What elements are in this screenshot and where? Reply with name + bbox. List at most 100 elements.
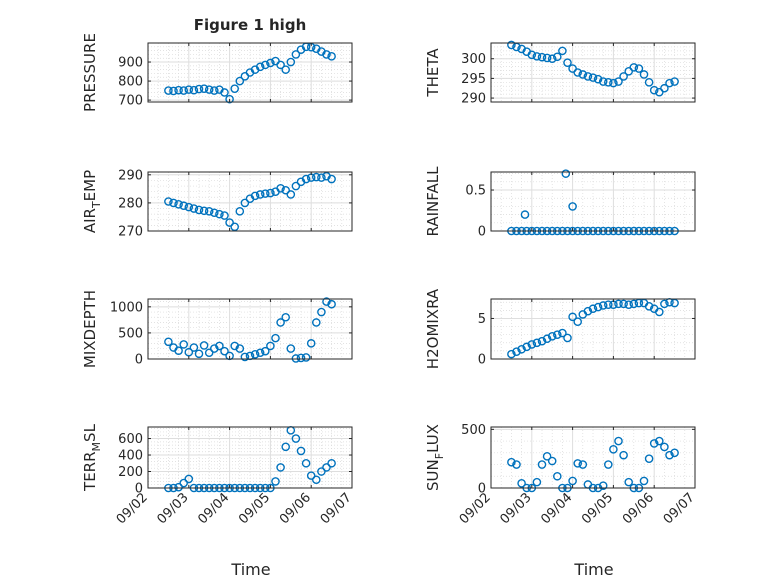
data-point bbox=[184, 347, 194, 357]
y-tick-label: 200 bbox=[118, 465, 143, 480]
data-point bbox=[327, 299, 336, 309]
y-tick-label: 270 bbox=[118, 225, 143, 240]
y-axis-label: THETA bbox=[424, 48, 442, 98]
data-point bbox=[322, 50, 331, 59]
data-point bbox=[568, 312, 577, 322]
data-point bbox=[164, 197, 173, 206]
data-point bbox=[593, 302, 603, 312]
data-point bbox=[311, 318, 321, 327]
data-point bbox=[209, 86, 219, 95]
subplot-3: 270 280 290 AIRTEMP bbox=[81, 168, 353, 240]
data-point bbox=[255, 190, 265, 199]
y-tick-label: 0 bbox=[135, 482, 143, 497]
data-point bbox=[609, 444, 618, 454]
data-point bbox=[665, 78, 674, 88]
data-point bbox=[306, 471, 316, 480]
y-tick-label: 0 bbox=[478, 225, 486, 240]
data-point bbox=[301, 353, 311, 362]
y-axis-label: TERRMSL bbox=[81, 423, 103, 492]
y-tick-label: 700 bbox=[118, 94, 143, 109]
data-point bbox=[260, 60, 270, 70]
data-point bbox=[220, 211, 229, 220]
y-tick-label: 0.5 bbox=[465, 184, 486, 199]
x-tick-label: 09/05 bbox=[579, 490, 616, 527]
data-point bbox=[291, 181, 301, 191]
data-point bbox=[250, 350, 260, 359]
data-point bbox=[286, 190, 296, 199]
data-point bbox=[235, 344, 245, 353]
data-point bbox=[306, 339, 316, 348]
data-point bbox=[604, 460, 613, 469]
data-point bbox=[327, 52, 336, 61]
data-point bbox=[588, 73, 598, 82]
data-point bbox=[266, 58, 275, 68]
data-point bbox=[583, 306, 593, 316]
data-point bbox=[230, 84, 239, 93]
data-point bbox=[281, 312, 291, 322]
data-point bbox=[271, 333, 280, 343]
data-point bbox=[184, 474, 194, 484]
data-point bbox=[296, 446, 306, 456]
data-point bbox=[179, 340, 188, 349]
data-point bbox=[558, 46, 567, 56]
data-point bbox=[281, 442, 291, 452]
data-point bbox=[644, 301, 654, 311]
data-point bbox=[311, 475, 321, 485]
axes-background bbox=[491, 172, 695, 231]
data-point bbox=[291, 434, 301, 443]
data-point bbox=[220, 346, 229, 356]
data-point bbox=[189, 343, 199, 352]
y-tick-label: 1000 bbox=[110, 300, 143, 315]
data-point bbox=[537, 336, 547, 346]
data-point bbox=[604, 300, 613, 309]
data-point bbox=[512, 347, 521, 357]
data-point bbox=[327, 458, 336, 468]
data-point bbox=[169, 198, 178, 208]
data-point bbox=[563, 333, 572, 343]
x-tick-label: 09/03 bbox=[155, 490, 192, 527]
data-point bbox=[507, 349, 516, 359]
data-point bbox=[527, 340, 537, 349]
subplot-1: 700 800 900 PRESSURE bbox=[81, 33, 353, 112]
data-point bbox=[276, 463, 285, 472]
data-point bbox=[553, 330, 562, 339]
data-point bbox=[291, 50, 301, 59]
data-point bbox=[225, 218, 234, 227]
x-tick-label: 09/06 bbox=[277, 490, 314, 527]
data-point bbox=[619, 450, 628, 460]
data-point bbox=[317, 307, 326, 317]
y-axis-label: SUNFLUX bbox=[424, 424, 446, 491]
y-tick-label: 295 bbox=[461, 72, 486, 87]
data-point bbox=[660, 299, 669, 309]
data-point bbox=[215, 209, 224, 219]
data-point bbox=[644, 78, 654, 87]
data-point bbox=[209, 344, 219, 353]
y-tick-label: 280 bbox=[118, 196, 143, 211]
data-point bbox=[179, 478, 188, 488]
data-point bbox=[235, 207, 245, 216]
data-point bbox=[660, 83, 669, 93]
data-point bbox=[311, 172, 321, 182]
data-point bbox=[532, 338, 542, 348]
x-axis-label-left: Time bbox=[230, 560, 270, 579]
data-point bbox=[286, 57, 296, 67]
axes-box bbox=[490, 171, 696, 232]
y-tick-label: 400 bbox=[118, 449, 143, 464]
data-point bbox=[644, 454, 654, 463]
data-point bbox=[184, 85, 194, 94]
data-point bbox=[281, 185, 291, 195]
data-point bbox=[563, 58, 572, 67]
data-point bbox=[629, 63, 639, 72]
data-point bbox=[164, 86, 173, 95]
data-point bbox=[169, 86, 178, 96]
data-point bbox=[291, 354, 301, 363]
y-axis-label: MIXDEPTH bbox=[81, 290, 99, 368]
data-point bbox=[624, 300, 634, 309]
data-point bbox=[255, 348, 265, 358]
data-point bbox=[199, 341, 209, 350]
data-point bbox=[568, 476, 577, 486]
data-point bbox=[317, 173, 326, 182]
data-point bbox=[164, 337, 173, 347]
